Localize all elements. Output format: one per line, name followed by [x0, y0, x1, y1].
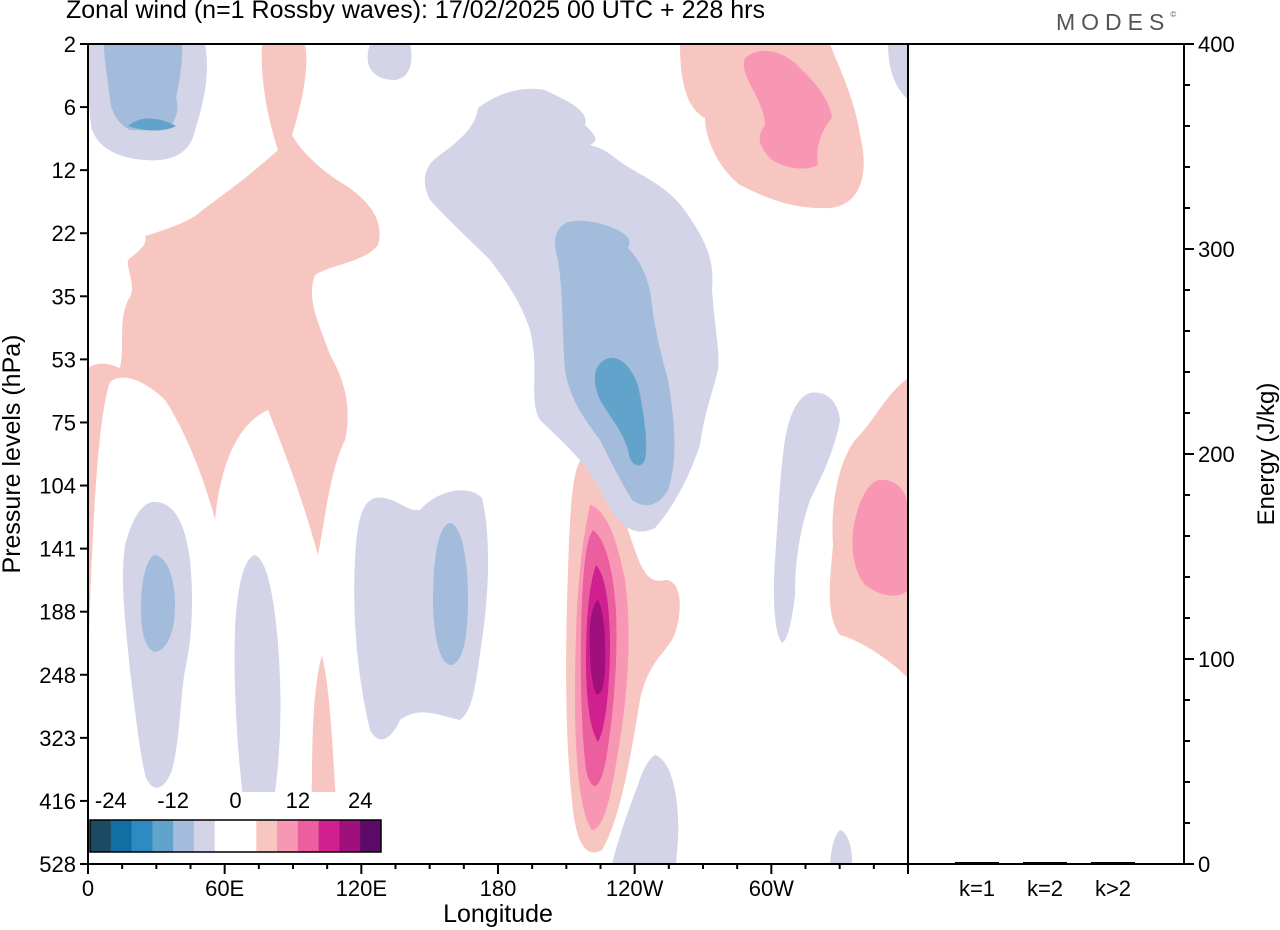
colorbar-outline — [89, 819, 382, 853]
colorbar-tick-label: 24 — [348, 788, 372, 813]
y-tick-label: 22 — [52, 221, 76, 246]
contour-negative-12 — [128, 118, 176, 131]
colorbar-swatch — [90, 820, 112, 852]
contour-positive-8 — [852, 479, 908, 596]
contour-plot: -24 -12 0 12 24 2 6 12 22 35 53 75 104 141 188 248 323 4… — [0, 32, 909, 928]
colorbar-swatch — [131, 820, 153, 852]
contour-negative-8 — [140, 555, 175, 652]
contour-negative-4 — [612, 755, 679, 864]
colorbar-tick-label: -24 — [95, 788, 127, 813]
contour-positive-8 — [743, 50, 832, 169]
energy-axis-label: Energy (J/kg) — [1253, 383, 1280, 526]
colorbar-swatch — [173, 820, 195, 852]
y-tick-label: 2 — [64, 32, 76, 57]
energy-category-labels: k=1 k=2 k>2 — [959, 876, 1131, 901]
y-tick-label: 6 — [64, 95, 76, 120]
y-tick-label: 104 — [39, 474, 76, 499]
colorbar-tick-label: -12 — [157, 788, 189, 813]
y-axis-label: Pressure levels (hPa) — [0, 335, 26, 574]
energy-axis: 0 100 200 300 400 — [1184, 32, 1235, 877]
energy-bar-chart: 0 100 200 300 400 k=1 k=2 k>2 Energy (J/kg) — [907, 32, 1280, 901]
x-tick-label: 120E — [336, 876, 387, 901]
x-tick-label: 180 — [480, 876, 517, 901]
x-tick-label: 120W — [606, 876, 664, 901]
y-tick-label: 35 — [52, 284, 76, 309]
energy-category-label: k=2 — [1027, 876, 1063, 901]
y-tick-label: 416 — [39, 789, 76, 814]
energy-bar — [955, 862, 999, 864]
x-tick-label: 0 — [82, 876, 94, 901]
contour-positive-4 — [88, 44, 380, 680]
colorbar-swatch — [193, 820, 216, 852]
colorbar-tick-label: 12 — [286, 788, 310, 813]
energy-tick-label: 300 — [1198, 237, 1235, 262]
y-tick-label: 53 — [52, 347, 76, 372]
energy-bars — [955, 862, 1135, 864]
contour-negative-8 — [433, 523, 468, 665]
x-tick-label: 60W — [749, 876, 794, 901]
energy-category-label: k=1 — [959, 876, 995, 901]
logo-text: MODES — [1056, 9, 1171, 35]
colorbar-swatch — [277, 820, 299, 852]
longitude-axis: 0 60E 120E 180 120W 60W — [82, 864, 909, 901]
energy-bar — [1023, 862, 1067, 864]
contour-positive-20 — [589, 600, 606, 695]
energy-tick-label: 100 — [1198, 647, 1235, 672]
y-tick-label: 75 — [52, 410, 76, 435]
colorbar-tick-label: 0 — [229, 788, 241, 813]
y-tick-label: 248 — [39, 663, 76, 688]
contour-negative-4 — [773, 392, 840, 643]
colorbar-swatch — [318, 820, 340, 852]
y-tick-label: 528 — [39, 852, 76, 877]
energy-tick-label: 400 — [1198, 32, 1235, 57]
energy-tick-label: 200 — [1198, 442, 1235, 467]
modes-logo: MODES© — [1056, 9, 1176, 36]
energy-bar — [1091, 862, 1135, 864]
y-tick-label: 188 — [39, 600, 76, 625]
y-tick-label: 12 — [52, 158, 76, 183]
contour-negative-4 — [234, 555, 281, 842]
colorbar-swatch — [360, 820, 382, 852]
x-axis-label: Longitude — [443, 900, 553, 928]
contour-negative-8 — [104, 44, 183, 131]
contour-fill-layer — [88, 44, 908, 864]
colorbar-swatch — [214, 820, 236, 852]
colorbar-labels: -24 -12 0 12 24 — [95, 788, 373, 813]
colorbar-swatch — [152, 820, 174, 852]
y-tick-label: 141 — [39, 537, 76, 562]
colorbar-swatches — [89, 819, 382, 853]
colorbar: -24 -12 0 12 24 — [88, 788, 384, 864]
contour-negative-4 — [830, 830, 853, 864]
contour-negative-4 — [367, 44, 412, 80]
contour-negative-4 — [354, 490, 489, 740]
y-tick-label: 323 — [39, 726, 76, 751]
logo-copyright-mark: © — [1170, 10, 1177, 20]
pressure-axis: 2 6 12 22 35 53 75 104 141 188 248 323 416 528 — [39, 32, 88, 877]
colorbar-swatch — [297, 820, 320, 852]
colorbar-swatch — [256, 820, 278, 852]
energy-category-label: k>2 — [1095, 876, 1131, 901]
contour-negative-12 — [594, 358, 647, 466]
colorbar-swatch — [235, 820, 257, 852]
chart-title: Zonal wind (n=1 Rossby waves): 17/02/202… — [66, 0, 765, 24]
x-tick-label: 60E — [205, 876, 244, 901]
contour-negative-4 — [888, 44, 908, 100]
colorbar-swatch — [339, 820, 361, 852]
energy-chart-frame — [907, 43, 1185, 865]
energy-tick-label: 0 — [1198, 852, 1210, 877]
colorbar-swatch — [110, 820, 133, 852]
